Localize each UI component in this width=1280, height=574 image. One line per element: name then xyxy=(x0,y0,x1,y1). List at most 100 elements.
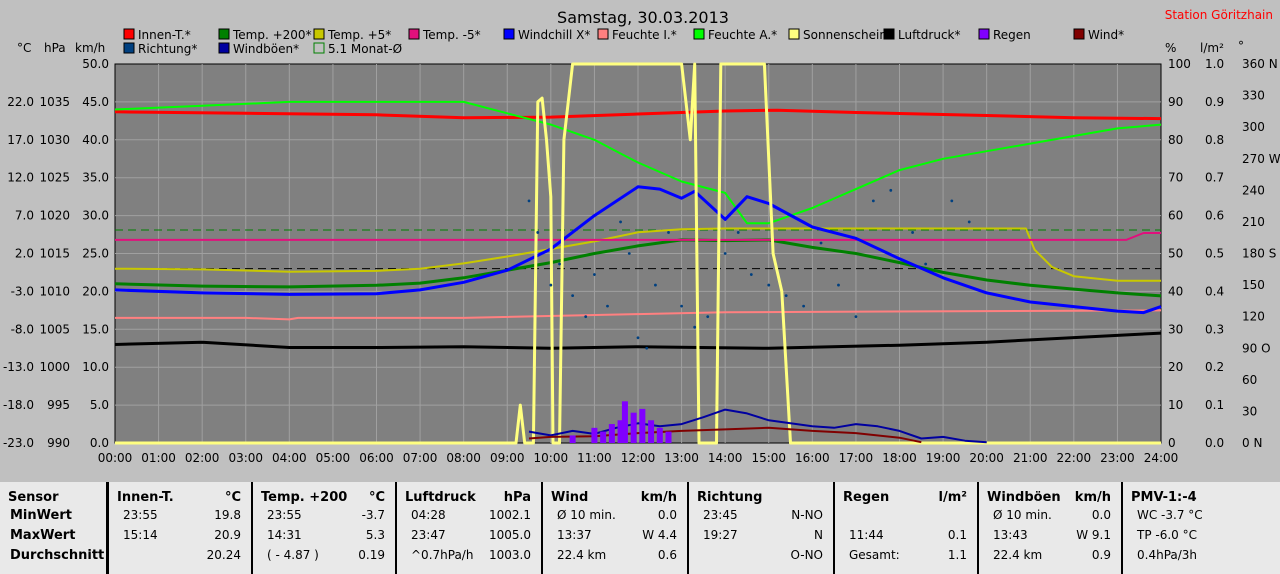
temp-tick-label: -8.0 xyxy=(11,322,34,336)
x-tick-label: 24:00 xyxy=(1144,451,1179,465)
direction-point xyxy=(837,283,840,287)
direction-point xyxy=(636,336,640,340)
stats-cell-label: 19:27 xyxy=(703,528,738,542)
legend-label: Temp. +5* xyxy=(327,28,391,42)
stats-cell-label: 22.4 km xyxy=(993,548,1043,562)
direction-point xyxy=(854,315,858,319)
station-name: Station Göritzhain xyxy=(1165,8,1273,22)
rain-tick-label: 0.7 xyxy=(1205,171,1224,185)
weather-chart: Samstag, 30.03.2013 Station Göritzhain °… xyxy=(2,8,1280,465)
series-line-wind xyxy=(528,426,922,444)
direction-point xyxy=(950,199,954,203)
temp-tick-label: 22.0 xyxy=(7,95,34,109)
stats-cell-value: 5.3 xyxy=(365,528,385,542)
x-tick-label: 09:00 xyxy=(490,451,525,465)
rain-tick-label: 0.6 xyxy=(1205,209,1224,223)
stats-cell-label: MinWert xyxy=(10,508,72,523)
stats-cell-label: ^0.7hPa/h xyxy=(411,548,474,562)
x-tick-label: 00:00 xyxy=(98,451,133,465)
stats-unit: °C xyxy=(368,490,385,505)
legend-swatch xyxy=(123,42,135,54)
direction-tick-label: 150 xyxy=(1242,278,1265,292)
direction-point xyxy=(706,315,710,319)
stats-cell-label: Durchschnitt xyxy=(10,548,105,563)
stats-header: Richtung xyxy=(697,490,763,505)
series-line-windchill-x xyxy=(114,185,1162,315)
series-line-temp-5 xyxy=(114,227,1161,282)
direction-tick-label: 240 xyxy=(1242,183,1265,197)
rain-bar xyxy=(639,408,646,443)
stats-cell-label: 15:14 xyxy=(123,528,158,542)
legend-label: Windböen* xyxy=(233,42,299,56)
direction-point xyxy=(549,283,553,287)
direction-point xyxy=(784,294,788,298)
stats-cell-label: 13:37 xyxy=(557,528,592,542)
direction-tick-label: 300 xyxy=(1242,120,1265,134)
x-tick-label: 15:00 xyxy=(751,451,786,465)
stats-column: PMV-1:-4 WC -3.7 °C TP -6.0 °C 0.4hPa/3h xyxy=(1123,482,1280,574)
legend-label: Temp. +200* xyxy=(232,28,312,42)
pressure-tick-label: 1005 xyxy=(39,322,70,336)
legend: Innen-T.* Temp. +200* Temp. +5* Temp. -5* Wi… xyxy=(123,28,1124,56)
humidity-tick-label: 60 xyxy=(1168,209,1183,223)
rain-tick-label: 0.9 xyxy=(1205,95,1224,109)
humidity-tick-label: 50 xyxy=(1168,247,1183,261)
direction-tick-label: 270 W xyxy=(1242,152,1280,166)
stats-column: Temp. +200 °C 23:55 -3.7 14:31 5.3 ( - 4.87 ) 0… xyxy=(253,482,395,574)
direction-point xyxy=(736,231,740,234)
stats-cell-value: W 9.1 xyxy=(1076,528,1111,542)
stats-cell-value: 20.9 xyxy=(214,528,241,542)
stats-cell-label: 0.4hPa/3h xyxy=(1137,548,1198,562)
legend-swatch xyxy=(788,28,800,40)
direction-point xyxy=(619,220,622,224)
series-line-temp-5 xyxy=(115,232,1161,241)
humidity-tick-label: 90 xyxy=(1168,95,1183,109)
temp-tick-label: -18.0 xyxy=(3,398,34,412)
legend-label: Wind* xyxy=(1088,28,1124,42)
legend-swatch xyxy=(883,28,895,40)
rain-tick-label: 0.8 xyxy=(1205,133,1224,147)
rain-bar xyxy=(621,401,628,443)
wind-tick-label: 15.0 xyxy=(82,322,109,336)
direction-point xyxy=(693,325,697,329)
direction-tick-label: 120 xyxy=(1242,310,1265,324)
chart-title: Samstag, 30.03.2013 xyxy=(557,8,729,27)
stats-cell-value: N xyxy=(814,528,823,542)
temp-tick-label: 12.0 xyxy=(7,171,34,185)
legend-label: Feuchte A.* xyxy=(708,28,777,42)
stats-column: Richtung 23:45 N-NO 19:27 N O-NO xyxy=(689,482,833,574)
x-tick-label: 23:00 xyxy=(1100,451,1135,465)
stats-cell-label: 14:31 xyxy=(267,528,302,542)
stats-cell-value: 0.9 xyxy=(1091,548,1111,562)
x-tick-label: 11:00 xyxy=(577,451,612,465)
stats-cell-label: 23:55 xyxy=(267,508,302,522)
stats-header: Luftdruck xyxy=(405,490,476,505)
temp-tick-label: -3.0 xyxy=(11,284,34,298)
stats-cell-value: 0.6 xyxy=(657,548,677,562)
stats-column: Sensor MinWert MaxWert Durchschnitt xyxy=(0,482,106,574)
stats-header: PMV-1:-4 xyxy=(1131,490,1197,505)
legend-label: Feuchte I.* xyxy=(612,28,677,42)
stats-cell-value: 1005.0 xyxy=(489,528,531,542)
pressure-tick-label: 1015 xyxy=(39,247,70,261)
stats-cell-label: ( - 4.87 ) xyxy=(267,548,319,562)
unit-header-temp: °C xyxy=(17,41,31,55)
direction-point xyxy=(654,283,657,287)
legend-label: Regen xyxy=(993,28,1031,42)
x-tick-label: 14:00 xyxy=(708,451,743,465)
stats-header: Sensor xyxy=(8,490,59,505)
rain-bar xyxy=(630,412,637,443)
temp-tick-label: -23.0 xyxy=(3,436,34,450)
stats-cell-label: Ø 10 min. xyxy=(993,508,1052,522)
legend-swatch xyxy=(978,28,990,40)
temp-tick-label: 2.0 xyxy=(15,247,34,261)
wind-tick-label: 35.0 xyxy=(82,171,109,185)
legend-label: Windchill X* xyxy=(518,28,590,42)
humidity-tick-label: 0 xyxy=(1168,436,1176,450)
x-tick-label: 04:00 xyxy=(272,451,307,465)
rain-tick-label: 0.2 xyxy=(1205,360,1224,374)
series-line-sonnenschein xyxy=(115,62,1161,445)
wind-tick-label: 20.0 xyxy=(82,284,109,298)
direction-tick-label: 360 N xyxy=(1242,57,1278,71)
stats-cell-value: 1003.0 xyxy=(489,548,531,562)
